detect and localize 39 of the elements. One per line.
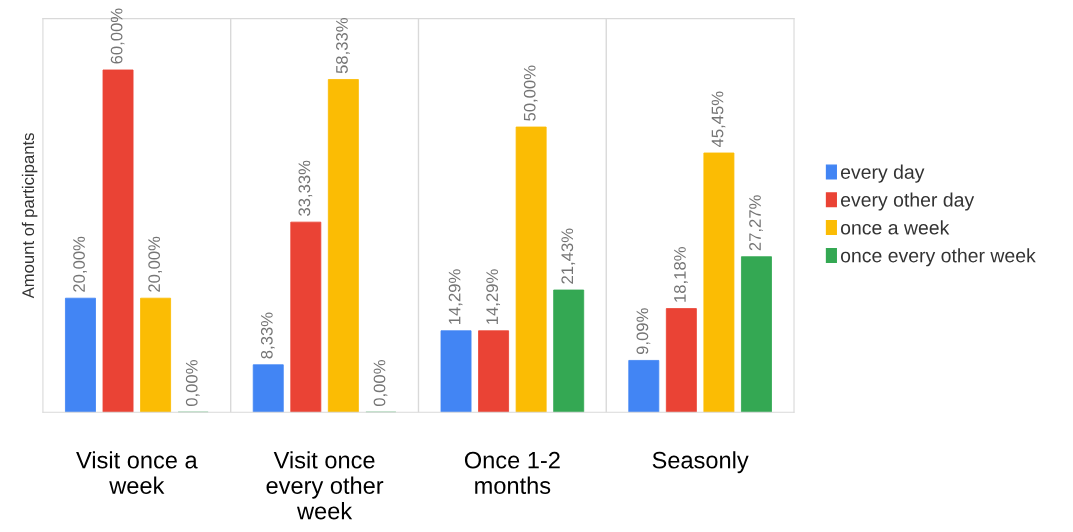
data-label: 33,33% (298, 160, 313, 216)
data-label: 27,27% (749, 195, 763, 251)
legend-label: every other day (840, 192, 975, 211)
bar (440, 330, 472, 413)
data-label: 45,45% (711, 91, 726, 148)
data-label: 0,00% (185, 360, 200, 407)
legend-label: once every other week (840, 248, 1036, 267)
bar (252, 364, 284, 413)
x-tick-label: Visit once a week (76, 451, 198, 494)
data-label: 14,29% (448, 269, 463, 324)
bar (553, 289, 585, 413)
bar (741, 256, 772, 413)
data-label: 60,00% (110, 8, 125, 64)
data-label: 8,33% (260, 312, 275, 359)
bar (290, 221, 322, 413)
bar (703, 152, 735, 413)
bar (140, 297, 172, 413)
bar (515, 126, 547, 413)
data-label: 9,09% (636, 308, 651, 355)
data-label: 0,00% (373, 360, 388, 407)
x-tick-label: Once 1-2 months (464, 451, 560, 494)
bar (102, 69, 134, 413)
bar (327, 79, 359, 413)
data-label: 18,18% (674, 247, 688, 302)
x-tick-label: Seasonly (652, 451, 749, 474)
data-label: 20,00% (73, 236, 87, 292)
y-axis-title: Amount of participants (21, 133, 38, 299)
bar (665, 308, 697, 413)
bar (65, 297, 96, 413)
data-label: 21,43% (561, 228, 576, 284)
bar (478, 330, 510, 413)
data-label: 14,29% (486, 269, 501, 324)
bar (628, 360, 660, 413)
data-label: 50,00% (523, 65, 538, 121)
x-tick-label: Visit once every other week (266, 451, 384, 520)
legend-label: every day (840, 164, 925, 183)
data-label: 58,33% (336, 18, 350, 74)
legend-label: once a week (840, 220, 950, 235)
data-label: 20,00% (148, 236, 163, 292)
